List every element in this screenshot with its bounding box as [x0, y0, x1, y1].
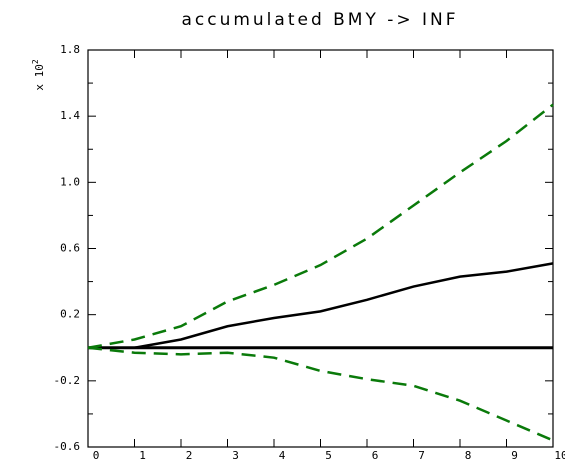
y-tick-label: 1.4 [60, 109, 80, 122]
y-tick-label: -0.2 [54, 374, 81, 387]
x-tick-label: 9 [511, 449, 518, 461]
series-line [87, 103, 554, 349]
x-tick-label: 5 [325, 449, 332, 461]
y-tick-label: 1.8 [60, 43, 80, 56]
y-scale-base: x 10 [33, 64, 46, 91]
x-tick-label: 2 [186, 449, 193, 461]
x-tick-label: 1 [139, 449, 146, 461]
series-line [87, 346, 554, 442]
y-tick-label: 0.6 [60, 242, 80, 255]
x-tick-label: 3 [232, 449, 239, 461]
y-scale: x 102 [31, 59, 47, 91]
x-tick-label: 0 [93, 449, 100, 461]
plot-frame [87, 49, 554, 448]
x-tick-label: 4 [279, 449, 286, 461]
y-scale-exponent: 2 [31, 59, 40, 64]
x-tick-label: 7 [418, 449, 425, 461]
chart-title: accumulated BMY -> INF [181, 10, 458, 30]
x-tick-label: 10 [554, 449, 565, 461]
x-tick-label: 8 [465, 449, 472, 461]
y-tick-label: 1.0 [60, 175, 80, 188]
x-tick-label: 6 [372, 449, 379, 461]
series-line [88, 262, 554, 349]
y-tick-label: -0.6 [54, 440, 81, 453]
y-tick-label: 0.2 [60, 308, 80, 321]
